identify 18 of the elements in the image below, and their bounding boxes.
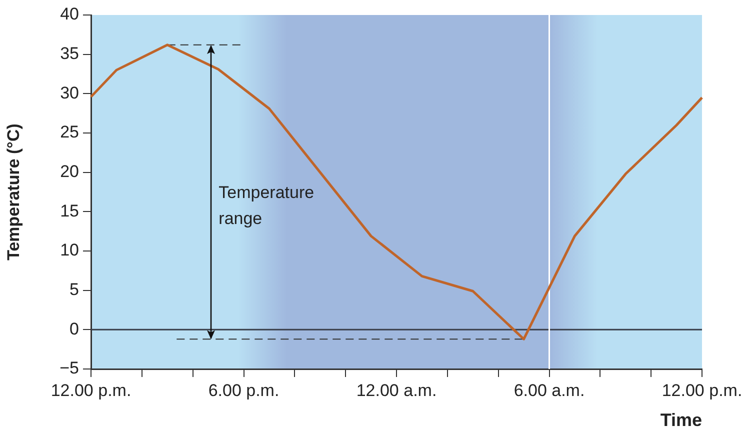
x-tick-label: 12.00 p.m. [50, 380, 132, 400]
y-tick-label: 15 [60, 201, 79, 220]
y-tick-label: −5 [60, 358, 79, 378]
y-tick-label: 25 [60, 122, 79, 142]
annotation: Temperature range [218, 182, 314, 228]
x-tick-label: 12.00 a.m. [356, 380, 437, 400]
x-axis-title: Time [660, 410, 702, 430]
y-tick-label: 5 [70, 280, 79, 300]
x-tick-label: 6.00 a.m. [514, 380, 585, 400]
x-tick-label: 12.00 p.m. [662, 380, 742, 400]
y-tick-label: 35 [60, 44, 79, 64]
y-tick-label: 30 [60, 83, 79, 102]
x-tick-label: 6.00 p.m. [208, 380, 280, 400]
y-tick-label: 40 [60, 4, 79, 24]
y-tick-label: 10 [60, 240, 79, 260]
y-tick-label: 20 [60, 162, 79, 182]
y-axis-title: Temperature (°C) [4, 124, 23, 260]
y-tick-label: 0 [70, 319, 79, 338]
